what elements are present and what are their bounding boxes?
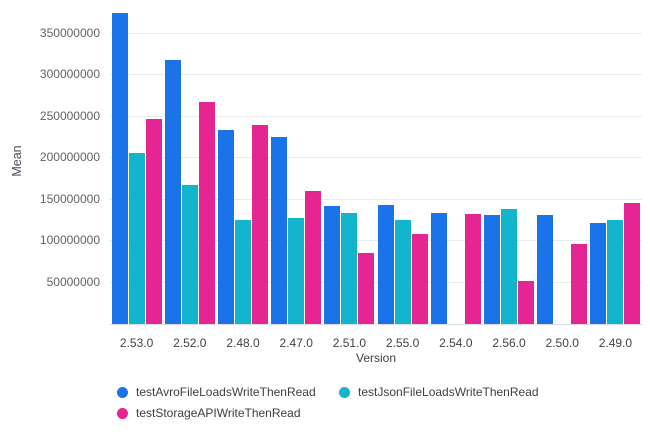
y-tick-label: 200000000 (39, 150, 100, 165)
legend-dot-icon (117, 386, 128, 398)
bar[interactable] (181, 184, 198, 324)
bar[interactable] (198, 101, 215, 324)
bar[interactable] (305, 191, 322, 324)
bar-group (110, 8, 163, 324)
bar[interactable] (235, 220, 251, 324)
y-tick-label: 300000000 (39, 67, 100, 82)
x-tick-label: 2.55.0 (385, 336, 420, 350)
gridline (110, 281, 642, 283)
x-tick-label: 2.50.0 (545, 336, 579, 350)
gridline (110, 74, 642, 76)
bar-groups (110, 8, 642, 324)
y-tick-label: 100000000 (39, 233, 100, 248)
bar[interactable] (624, 202, 641, 324)
bar[interactable] (607, 220, 624, 324)
bar-group (589, 8, 642, 324)
y-tick-label: 50000000 (46, 274, 100, 289)
x-tick-label: 2.52.0 (173, 336, 207, 350)
bar-group (429, 8, 482, 324)
x-tick-labels: 2.53.0 2.52.0 2.48.0 2.47.0 2.51.0 2.55.0 2.54… (110, 336, 642, 350)
bar[interactable] (377, 205, 394, 324)
x-tick-label: 2.49.0 (598, 336, 633, 350)
bar[interactable] (394, 220, 411, 324)
legend-label: testAvroFileLoadsWriteThenRead (136, 385, 316, 399)
bar-group (216, 8, 269, 324)
bar[interactable] (501, 208, 518, 324)
x-axis-title: Version (355, 351, 397, 365)
bar-group (163, 8, 216, 324)
gridline (110, 240, 642, 242)
legend-item[interactable]: testAvroFileLoadsWriteThenRead (117, 385, 339, 399)
x-tick-label: 2.48.0 (226, 336, 260, 350)
gridline (110, 157, 642, 159)
gridline (110, 32, 642, 34)
y-tick-label: 150000000 (39, 191, 100, 206)
legend-label: testJsonFileLoadsWriteThenRead (358, 385, 539, 399)
legend-item[interactable]: testStorageAPIWriteThenRead (117, 406, 339, 420)
bar[interactable] (164, 60, 181, 324)
bar[interactable] (590, 222, 607, 324)
bar[interactable] (271, 136, 288, 324)
bar[interactable] (537, 215, 554, 324)
legend-item[interactable]: testJsonFileLoadsWriteThenRead (339, 385, 539, 399)
bar-group (270, 8, 323, 324)
bar[interactable] (111, 13, 128, 324)
x-tick-label: 2.47.0 (279, 336, 313, 350)
bar[interactable] (218, 129, 234, 324)
bar-group (376, 8, 429, 324)
bar[interactable] (464, 213, 481, 324)
bar[interactable] (484, 214, 501, 324)
legend: testAvroFileLoadsWriteThenRead testJsonFi… (117, 385, 539, 420)
legend-label: testStorageAPIWriteThenRead (136, 406, 301, 420)
bar[interactable] (341, 212, 358, 324)
plot-area (110, 8, 642, 325)
bar[interactable] (324, 206, 341, 324)
y-tick-label: 250000000 (39, 108, 100, 123)
bar[interactable] (252, 124, 268, 324)
legend-dot-icon (117, 407, 128, 419)
gridline (110, 115, 642, 117)
bar[interactable] (358, 252, 375, 324)
x-tick-label: 2.56.0 (492, 336, 526, 350)
bar[interactable] (411, 234, 428, 324)
bar-group (482, 8, 535, 324)
x-tick-label: 2.53.0 (119, 336, 154, 350)
bar[interactable] (518, 280, 535, 324)
bar[interactable] (145, 119, 162, 324)
gridline (110, 198, 642, 200)
y-tick-labels: 50000000 100000000 150000000 200000000 25000… (0, 8, 104, 324)
x-tick-label: 2.54.0 (439, 336, 473, 350)
bar-group (323, 8, 376, 324)
x-tick-label: 2.51.0 (332, 336, 367, 350)
bar[interactable] (288, 217, 305, 324)
bar[interactable] (430, 212, 447, 324)
bar-group (536, 8, 589, 324)
legend-dot-icon (339, 386, 350, 398)
y-tick-label: 350000000 (39, 25, 100, 40)
bar[interactable] (128, 153, 145, 324)
bar[interactable] (571, 244, 588, 324)
